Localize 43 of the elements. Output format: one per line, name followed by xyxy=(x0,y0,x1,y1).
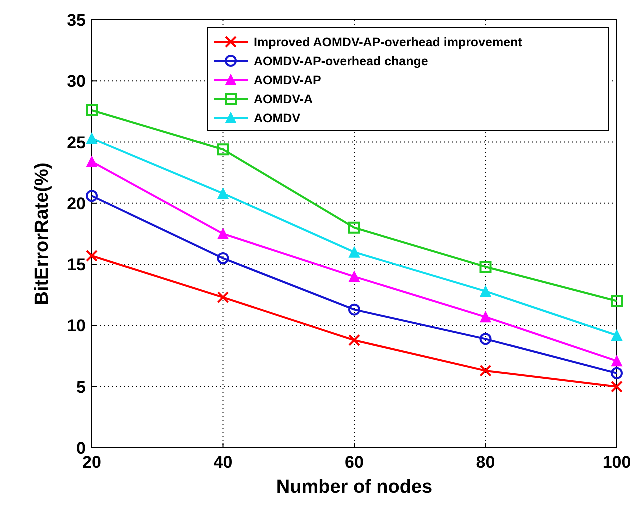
y-tick-label: 5 xyxy=(76,378,86,397)
point xyxy=(611,367,623,380)
point xyxy=(480,286,492,297)
legend-label: Improved AOMDV-AP-overhead improvement xyxy=(254,36,524,50)
point xyxy=(217,252,230,264)
x-tick-label: 40 xyxy=(214,453,233,472)
y-tick-label: 10 xyxy=(67,316,86,336)
point xyxy=(86,156,98,168)
point xyxy=(348,334,360,346)
point xyxy=(348,222,360,234)
point xyxy=(86,133,98,144)
legend-label: AOMDV-A xyxy=(254,92,314,106)
x-tick-label: 100 xyxy=(602,453,632,472)
y-tick-label: 30 xyxy=(67,72,86,92)
point xyxy=(349,271,360,282)
point xyxy=(480,333,492,346)
point xyxy=(612,330,622,341)
x-axis-title: Number of nodes xyxy=(276,477,433,498)
point xyxy=(217,144,230,156)
y-tick-label: 15 xyxy=(67,256,86,275)
point xyxy=(480,312,492,323)
point xyxy=(86,250,98,262)
legend-label: AOMDV-AP-overhead change xyxy=(254,54,428,68)
point xyxy=(611,295,623,308)
point xyxy=(86,104,98,116)
legend-label: AOMDV xyxy=(254,112,302,126)
point xyxy=(612,356,622,367)
x-tick-label: 60 xyxy=(345,453,364,472)
legend-label: AOMDV-AP xyxy=(254,74,322,88)
y-tick-label: 35 xyxy=(67,11,86,30)
point xyxy=(480,364,492,377)
point xyxy=(349,246,360,258)
y-tick-label: 20 xyxy=(67,194,86,214)
point xyxy=(217,292,230,304)
point xyxy=(218,228,229,240)
point xyxy=(480,261,492,274)
x-tick-label: 80 xyxy=(476,453,496,472)
point xyxy=(218,188,229,200)
point xyxy=(348,304,360,316)
point xyxy=(86,190,98,202)
y-axis-title: BitErrorRate(%) xyxy=(32,162,53,306)
point xyxy=(611,380,623,393)
y-tick-label: 25 xyxy=(67,133,86,152)
